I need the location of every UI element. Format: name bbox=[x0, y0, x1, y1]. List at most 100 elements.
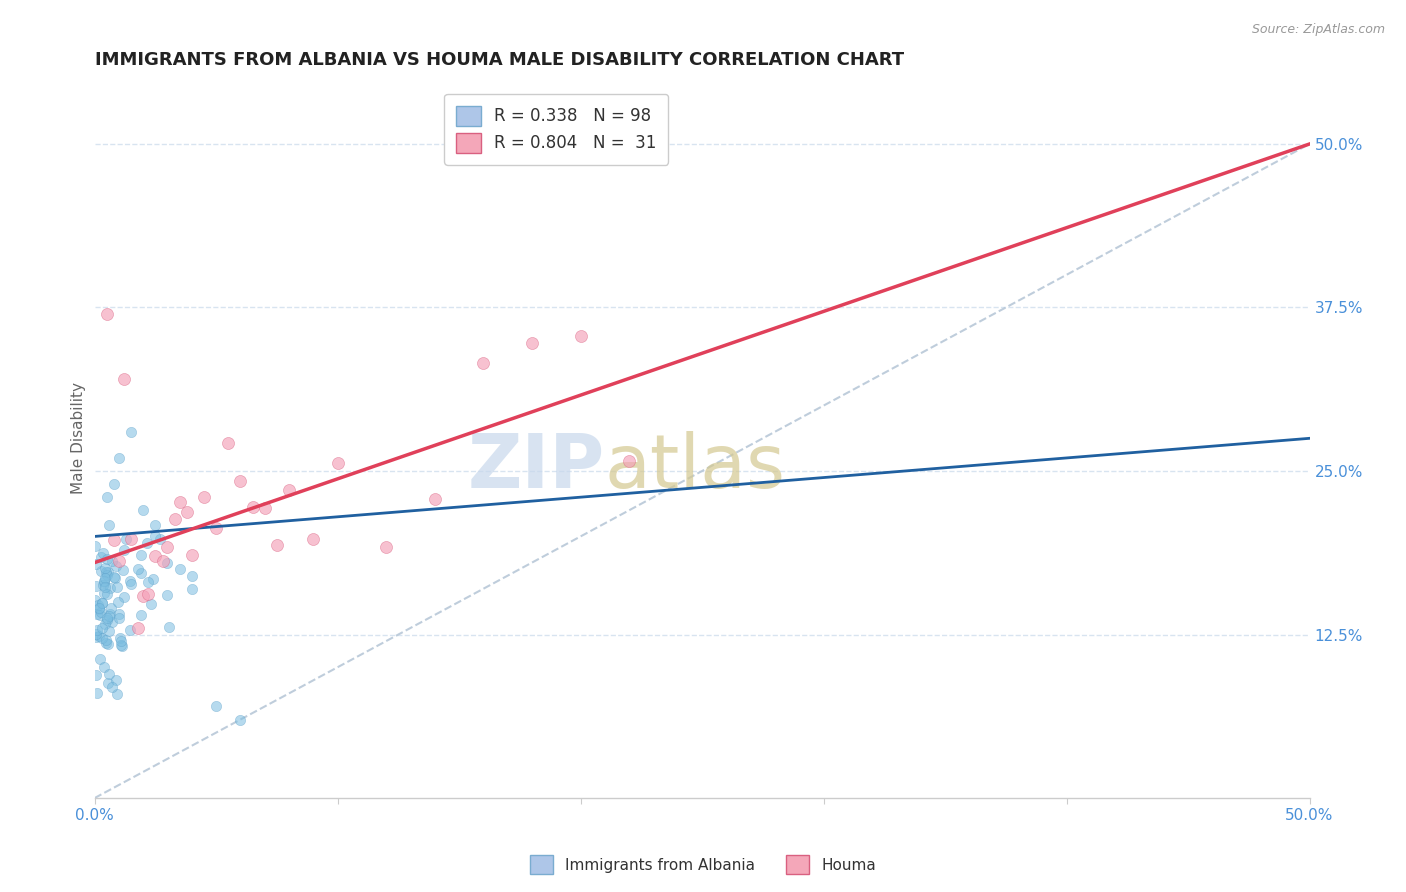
Point bbox=[94, 580, 117, 594]
Point bbox=[217, 436, 239, 450]
Point bbox=[142, 572, 165, 586]
Point bbox=[143, 529, 166, 543]
Point bbox=[96, 611, 118, 625]
Point bbox=[472, 356, 495, 370]
Point bbox=[84, 630, 107, 644]
Point bbox=[139, 597, 162, 611]
Point bbox=[157, 620, 180, 634]
Point bbox=[86, 686, 108, 700]
Point bbox=[89, 601, 111, 615]
Point bbox=[127, 621, 149, 635]
Point bbox=[98, 518, 121, 533]
Point bbox=[143, 518, 166, 533]
Point bbox=[107, 611, 129, 625]
Point bbox=[110, 639, 132, 653]
Point bbox=[163, 512, 186, 526]
Point bbox=[103, 477, 125, 491]
Point bbox=[90, 605, 112, 619]
Point bbox=[89, 608, 111, 623]
Point bbox=[156, 540, 179, 554]
Point bbox=[105, 687, 128, 701]
Point bbox=[152, 554, 174, 568]
Point bbox=[87, 629, 110, 643]
Point bbox=[136, 575, 159, 590]
Point bbox=[112, 563, 135, 577]
Point bbox=[120, 623, 142, 637]
Point bbox=[84, 592, 107, 607]
Point bbox=[176, 505, 198, 519]
Point bbox=[193, 491, 215, 505]
Point bbox=[96, 565, 118, 579]
Point bbox=[180, 582, 202, 596]
Point bbox=[103, 533, 125, 548]
Point bbox=[98, 607, 121, 621]
Point bbox=[94, 560, 117, 574]
Point bbox=[91, 578, 114, 592]
Text: Source: ZipAtlas.com: Source: ZipAtlas.com bbox=[1251, 23, 1385, 37]
Point bbox=[229, 474, 252, 488]
Point bbox=[242, 500, 264, 515]
Point bbox=[127, 562, 149, 576]
Point bbox=[156, 556, 179, 570]
Point bbox=[112, 372, 135, 386]
Point bbox=[112, 542, 135, 557]
Point bbox=[118, 574, 141, 589]
Point bbox=[97, 676, 120, 690]
Point bbox=[104, 571, 127, 585]
Point bbox=[375, 540, 398, 554]
Point bbox=[180, 568, 202, 582]
Legend: R = 0.338   N = 98, R = 0.804   N =  31: R = 0.338 N = 98, R = 0.804 N = 31 bbox=[444, 94, 668, 165]
Point bbox=[105, 559, 128, 574]
Text: IMMIGRANTS FROM ALBANIA VS HOUMA MALE DISABILITY CORRELATION CHART: IMMIGRANTS FROM ALBANIA VS HOUMA MALE DI… bbox=[94, 51, 904, 69]
Point bbox=[120, 425, 142, 439]
Point bbox=[90, 621, 112, 635]
Point bbox=[86, 607, 108, 621]
Point bbox=[97, 637, 120, 651]
Point bbox=[84, 667, 107, 681]
Point bbox=[93, 586, 115, 600]
Point bbox=[266, 538, 288, 552]
Point bbox=[93, 574, 115, 589]
Point bbox=[253, 501, 276, 516]
Point bbox=[86, 557, 108, 571]
Point bbox=[156, 588, 179, 602]
Point bbox=[107, 595, 129, 609]
Point bbox=[84, 579, 107, 593]
Point bbox=[302, 533, 325, 547]
Point bbox=[205, 521, 228, 535]
Point bbox=[93, 660, 115, 674]
Point bbox=[96, 552, 118, 566]
Point bbox=[149, 533, 172, 547]
Point bbox=[132, 503, 155, 517]
Point bbox=[180, 548, 202, 562]
Point bbox=[129, 548, 152, 562]
Point bbox=[115, 532, 138, 546]
Point bbox=[132, 589, 155, 603]
Y-axis label: Male Disability: Male Disability bbox=[72, 383, 86, 494]
Point bbox=[136, 587, 159, 601]
Point bbox=[103, 570, 125, 584]
Point bbox=[90, 550, 112, 565]
Point bbox=[86, 624, 108, 638]
Point bbox=[100, 601, 122, 615]
Point bbox=[90, 596, 112, 610]
Point bbox=[205, 699, 228, 714]
Point bbox=[108, 607, 131, 622]
Point bbox=[96, 567, 118, 582]
Point bbox=[520, 336, 543, 351]
Point bbox=[101, 554, 124, 568]
Point bbox=[229, 713, 252, 727]
Point bbox=[108, 631, 131, 645]
Point bbox=[97, 624, 120, 639]
Point bbox=[326, 456, 349, 470]
Point bbox=[105, 673, 128, 688]
Point bbox=[108, 450, 131, 465]
Point bbox=[617, 454, 640, 468]
Point bbox=[143, 549, 166, 563]
Point bbox=[98, 581, 121, 595]
Point bbox=[98, 666, 121, 681]
Point bbox=[94, 616, 117, 631]
Point bbox=[90, 564, 112, 578]
Point bbox=[93, 575, 115, 590]
Point bbox=[94, 636, 117, 650]
